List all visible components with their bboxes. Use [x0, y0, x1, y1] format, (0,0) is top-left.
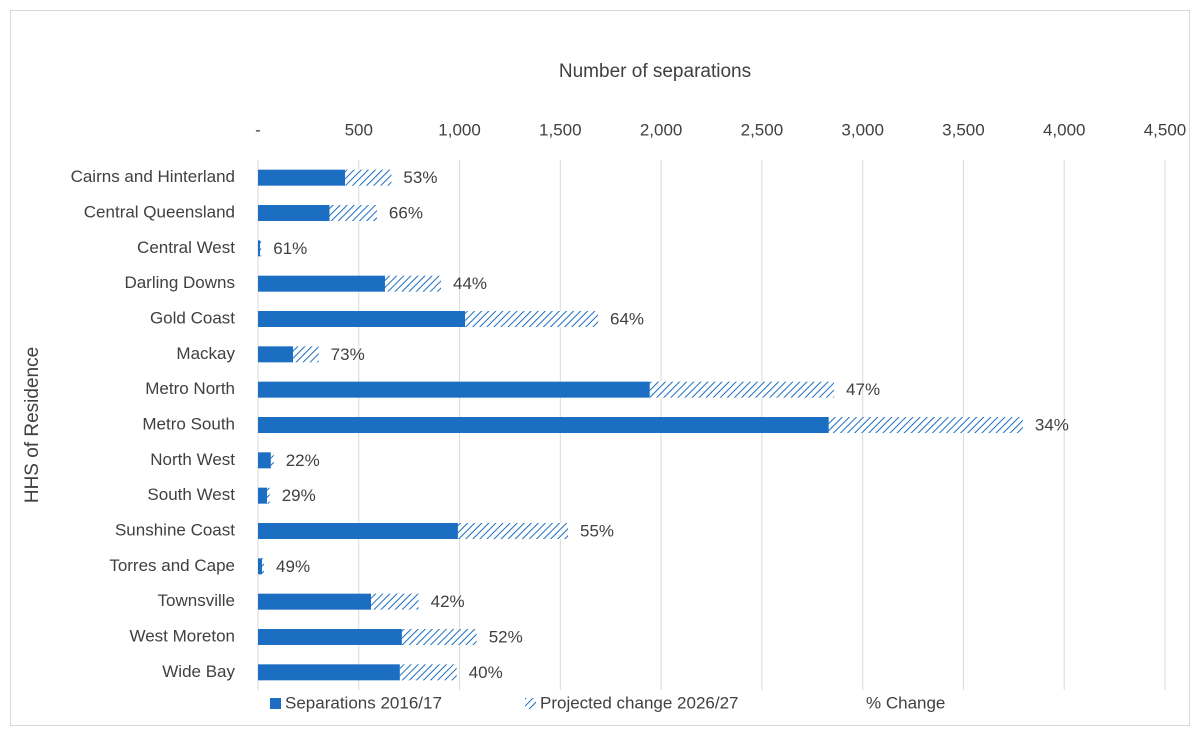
x-tick-label: 1,000: [438, 120, 481, 139]
y-tick-label: West Moreton: [129, 626, 235, 645]
bar-segment: [258, 523, 458, 539]
y-tick-label: North West: [150, 450, 235, 469]
data-label: 22%: [286, 451, 320, 470]
y-tick-label: South West: [147, 485, 235, 504]
y-tick-label: Gold Coast: [150, 308, 235, 327]
data-label: 64%: [610, 309, 644, 328]
chart-border: [10, 10, 1190, 726]
bar-segment: [828, 417, 1023, 433]
y-tick-label: Central West: [137, 238, 235, 257]
data-label: 49%: [276, 557, 310, 576]
bar-segment: [293, 346, 319, 363]
data-label: 29%: [282, 486, 316, 505]
bar-segment: [457, 523, 568, 539]
x-tick-label: 4,500: [1144, 120, 1187, 139]
bar-segment: [258, 417, 829, 433]
bar-segment: [329, 205, 377, 221]
data-label: 55%: [580, 521, 614, 540]
bar-segment: [258, 275, 385, 292]
legend-label: Separations 2016/17: [285, 693, 442, 712]
bar-segment: [258, 629, 402, 645]
x-axis-title: Number of separations: [559, 61, 751, 82]
y-tick-label: Mackay: [176, 344, 235, 363]
y-tick-label: Townsville: [158, 591, 235, 610]
bar-segment: [399, 664, 457, 681]
y-tick-label: Metro North: [145, 379, 235, 398]
bar-segment: [267, 487, 270, 504]
data-label: 47%: [846, 380, 880, 399]
bar-segment: [345, 169, 392, 186]
data-label: 44%: [453, 274, 487, 293]
y-tick-label: Cairns and Hinterland: [71, 167, 235, 186]
bar-segment: [258, 169, 346, 186]
x-tick-label: 2,500: [741, 120, 784, 139]
x-tick-label: 3,500: [942, 120, 985, 139]
data-label: 53%: [403, 168, 437, 187]
bar-segment: [258, 381, 650, 398]
data-label: 66%: [389, 203, 423, 222]
bar-segment: [401, 629, 477, 645]
legend-label: Projected change 2026/27: [540, 693, 739, 712]
x-tick-label: -: [255, 120, 261, 139]
legend-swatch: [525, 698, 536, 709]
bar-segment: [258, 205, 330, 221]
bar-segment: [258, 346, 294, 363]
y-tick-label: Darling Downs: [124, 273, 235, 292]
x-tick-label: 500: [345, 120, 373, 139]
legend-swatch: [270, 698, 281, 709]
y-tick-label: Torres and Cape: [109, 556, 235, 575]
x-tick-label: 4,000: [1043, 120, 1086, 139]
x-tick-label: 1,500: [539, 120, 582, 139]
bar-segment: [270, 452, 274, 469]
bar-segment: [258, 240, 261, 257]
bar-segment: [258, 593, 372, 610]
data-label: 61%: [273, 239, 307, 258]
bar-segment: [464, 311, 599, 327]
bar-segment: [258, 487, 268, 504]
y-tick-label: Central Queensland: [84, 202, 235, 221]
bar-segment: [258, 311, 465, 327]
bar-segment: [258, 664, 400, 681]
x-tick-label: 3,000: [841, 120, 884, 139]
bar-segment: [384, 275, 442, 292]
bar-segment: [260, 240, 262, 257]
bar-segment: [371, 593, 419, 610]
bar-segment: [649, 381, 835, 398]
data-label: 52%: [489, 627, 523, 646]
data-label: 34%: [1035, 415, 1069, 434]
x-tick-label: 2,000: [640, 120, 683, 139]
data-label: 40%: [469, 663, 503, 682]
bar-segment: [258, 452, 271, 469]
legend-label: % Change: [866, 693, 945, 712]
data-label: 42%: [431, 592, 465, 611]
y-axis-title: HHS of Residence: [22, 347, 43, 503]
bar-segment: [262, 558, 265, 575]
y-tick-label: Wide Bay: [162, 662, 235, 681]
bar-segment: [258, 558, 263, 575]
y-tick-label: Sunshine Coast: [115, 520, 235, 539]
y-tick-label: Metro South: [142, 414, 235, 433]
data-label: 73%: [331, 345, 365, 364]
